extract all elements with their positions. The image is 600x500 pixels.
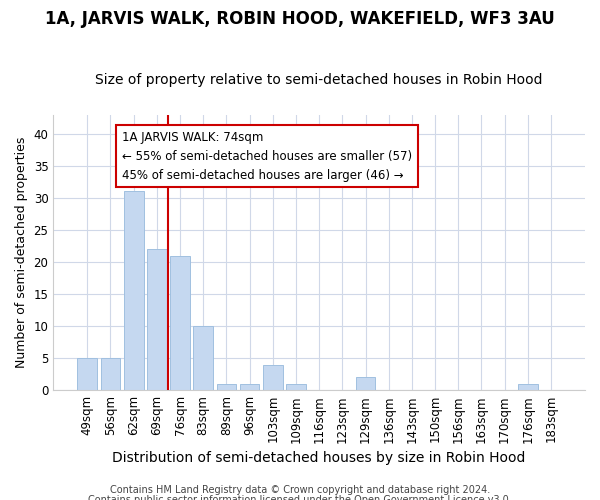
Text: Contains HM Land Registry data © Crown copyright and database right 2024.: Contains HM Land Registry data © Crown c… [110, 485, 490, 495]
Bar [240, 384, 259, 390]
Bar [101, 358, 121, 390]
Bar [170, 256, 190, 390]
Bar [518, 384, 538, 390]
Bar [217, 384, 236, 390]
Text: 1A JARVIS WALK: 74sqm
← 55% of semi-detached houses are smaller (57)
45% of semi: 1A JARVIS WALK: 74sqm ← 55% of semi-deta… [122, 130, 412, 182]
Bar [286, 384, 306, 390]
Title: Size of property relative to semi-detached houses in Robin Hood: Size of property relative to semi-detach… [95, 73, 543, 87]
Bar [356, 378, 376, 390]
Bar [193, 326, 213, 390]
Y-axis label: Number of semi-detached properties: Number of semi-detached properties [15, 136, 28, 368]
Bar [147, 249, 167, 390]
X-axis label: Distribution of semi-detached houses by size in Robin Hood: Distribution of semi-detached houses by … [112, 451, 526, 465]
Bar [77, 358, 97, 390]
Text: Contains public sector information licensed under the Open Government Licence v3: Contains public sector information licen… [88, 495, 512, 500]
Text: 1A, JARVIS WALK, ROBIN HOOD, WAKEFIELD, WF3 3AU: 1A, JARVIS WALK, ROBIN HOOD, WAKEFIELD, … [45, 10, 555, 28]
Bar [263, 364, 283, 390]
Bar [124, 192, 143, 390]
